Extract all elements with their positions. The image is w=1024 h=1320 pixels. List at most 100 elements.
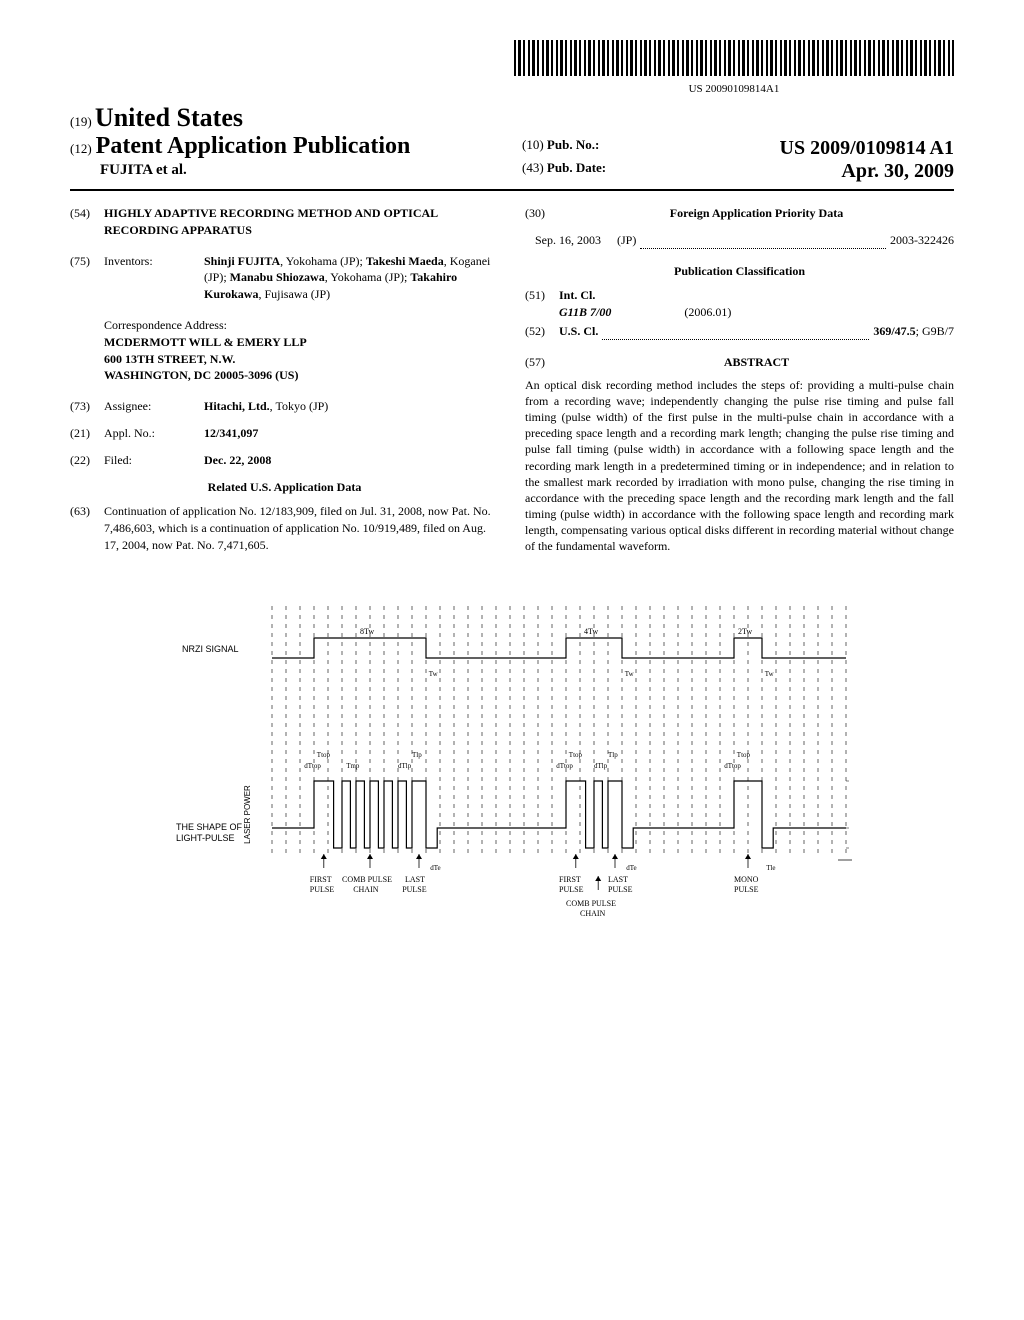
foreign-heading-row: (30) Foreign Application Priority Data [525, 205, 954, 222]
title-row: (54) HIGHLY ADAPTIVE RECORDING METHOD AN… [70, 205, 499, 239]
svg-text:THE SHAPE OF: THE SHAPE OF [176, 822, 243, 832]
svg-text:PULSE: PULSE [608, 885, 633, 894]
svg-text:PULSE: PULSE [559, 885, 584, 894]
country-name: United States [95, 103, 243, 132]
svg-text:COMB PULSE: COMB PULSE [342, 875, 392, 884]
svg-text:dTtop: dTtop [724, 762, 741, 770]
related-heading: Related U.S. Application Data [70, 479, 499, 496]
filed-label: Filed: [104, 452, 204, 469]
svg-text:NRZI SIGNAL: NRZI SIGNAL [182, 644, 239, 654]
country-line: (19) United States [70, 103, 502, 133]
svg-text:Tw: Tw [625, 670, 635, 678]
doctype-prefix: (12) [70, 141, 92, 156]
related-text: (63)Continuation of application No. 12/1… [70, 503, 499, 553]
dotted-leader-2 [602, 323, 869, 340]
svg-text:FIRST: FIRST [310, 875, 332, 884]
title-num: (54) [70, 205, 104, 239]
correspondence-block: Correspondence Address: MCDERMOTT WILL &… [104, 317, 499, 384]
svg-text:Ttop: Ttop [569, 751, 583, 759]
abstract-label: ABSTRACT [559, 354, 954, 371]
intcl-code: G11B 7/00 [559, 305, 611, 319]
uscl-num: (52) [525, 323, 559, 340]
pubno-line: (10) Pub. No.: US 2009/0109814 A1 [522, 137, 954, 153]
assignee-loc: , Tokyo (JP) [270, 399, 329, 413]
svg-text:4Tw: 4Tw [584, 627, 598, 636]
assignee-row: (73) Assignee: Hitachi, Ltd., Tokyo (JP) [70, 398, 499, 415]
pubdate-label: Pub. Date: [547, 160, 606, 175]
svg-text:Ttop: Ttop [737, 751, 751, 759]
classif-heading: Publication Classification [525, 263, 954, 280]
doctype: Patent Application Publication [96, 133, 411, 159]
author-line: FUJITA et al. [70, 162, 502, 179]
svg-text:PULSE: PULSE [310, 885, 335, 894]
doctype-line: (12) Patent Application Publication [70, 133, 502, 160]
intcl-row: (51) Int. Cl. G11B 7/00 (2006.01) [525, 287, 954, 321]
svg-text:dTe: dTe [626, 864, 636, 872]
related-num: (63) [70, 503, 104, 520]
correspondence-line2: 600 13TH STREET, N.W. [104, 351, 499, 368]
related-body: Continuation of application No. 12/183,9… [104, 504, 491, 552]
svg-text:Ttop: Ttop [317, 751, 331, 759]
foreign-cc: (JP) [617, 232, 636, 249]
intcl-label: Int. Cl. [559, 287, 954, 304]
pubno-prefix: (10) [522, 137, 544, 152]
applno-row: (21) Appl. No.: 12/341,097 [70, 425, 499, 442]
barcode-number: US 20090109814A1 [514, 83, 954, 95]
barcode-graphic [514, 40, 954, 76]
intcl-code-row: G11B 7/00 (2006.01) [559, 304, 954, 321]
timing-diagram: NRZI SIGNAL8Tw4Tw2TwTwTwTwLASER POWERTHE… [172, 596, 852, 956]
pubdate-prefix: (43) [522, 160, 544, 175]
svg-text:PULSE: PULSE [402, 885, 427, 894]
svg-text:Tw: Tw [765, 670, 775, 678]
svg-text:LAST: LAST [608, 875, 628, 884]
filed-value: Dec. 22, 2008 [204, 452, 499, 469]
title-text: HIGHLY ADAPTIVE RECORDING METHOD AND OPT… [104, 205, 499, 239]
abstract-heading-row: (57) ABSTRACT [525, 354, 954, 371]
svg-text:CHAIN: CHAIN [353, 885, 379, 894]
author-names: FUJITA et al. [100, 162, 187, 178]
applno-value: 12/341,097 [204, 425, 499, 442]
inventors-label: Inventors: [104, 253, 204, 303]
correspondence-line3: WASHINGTON, DC 20005-3096 (US) [104, 367, 499, 384]
foreign-heading-text: Foreign Application Priority Data [559, 205, 954, 222]
foreign-heading-num: (30) [525, 205, 559, 222]
intcl-year: (2006.01) [684, 305, 731, 319]
applno-num: (21) [70, 425, 104, 442]
pubdate-value: Apr. 30, 2009 [841, 160, 954, 183]
correspondence-label: Correspondence Address: [104, 317, 499, 334]
svg-text:8Tw: 8Tw [360, 627, 374, 636]
header-section: (19) United States (12) Patent Applicati… [70, 103, 954, 191]
foreign-date: Sep. 16, 2003 [535, 232, 601, 249]
svg-text:MONO: MONO [734, 875, 759, 884]
uscl-row: (52) U.S. Cl. 369/47.5; G9B/7 [525, 323, 954, 340]
uscl-label: U.S. Cl. [559, 323, 598, 340]
svg-text:CHAIN: CHAIN [580, 909, 606, 918]
svg-text:Tlp: Tlp [608, 751, 618, 759]
svg-text:dTlp: dTlp [398, 762, 412, 770]
pubno-value: US 2009/0109814 A1 [780, 137, 954, 159]
body-columns: (54) HIGHLY ADAPTIVE RECORDING METHOD AN… [70, 205, 954, 566]
right-column: (30) Foreign Application Priority Data S… [525, 205, 954, 566]
assignee-name: Hitachi, Ltd. [204, 399, 270, 413]
intcl-num: (51) [525, 287, 559, 321]
abstract-num: (57) [525, 354, 559, 371]
svg-text:dTtop: dTtop [556, 762, 573, 770]
svg-text:LIGHT-PULSE: LIGHT-PULSE [176, 833, 235, 843]
inventors-list: Shinji FUJITA, Yokohama (JP); Takeshi Ma… [204, 253, 499, 303]
svg-text:2Tw: 2Tw [738, 627, 752, 636]
svg-text:dTlp: dTlp [594, 762, 608, 770]
assignee-num: (73) [70, 398, 104, 415]
uscl-secondary: ; G9B/7 [916, 323, 954, 340]
svg-text:Tle: Tle [766, 864, 775, 872]
foreign-data-row: Sep. 16, 2003 (JP) 2003-322426 [525, 232, 954, 249]
barcode-section: US 20090109814A1 [70, 40, 954, 95]
country-prefix: (19) [70, 114, 92, 129]
abstract-text: An optical disk recording method include… [525, 377, 954, 555]
svg-text:FIRST: FIRST [559, 875, 581, 884]
filed-row: (22) Filed: Dec. 22, 2008 [70, 452, 499, 469]
svg-text:Tmp: Tmp [346, 762, 360, 770]
dotted-leader [640, 232, 886, 249]
foreign-number: 2003-322426 [890, 232, 954, 249]
inventors-row: (75) Inventors: Shinji FUJITA, Yokohama … [70, 253, 499, 303]
svg-text:COMB PULSE: COMB PULSE [566, 899, 616, 908]
